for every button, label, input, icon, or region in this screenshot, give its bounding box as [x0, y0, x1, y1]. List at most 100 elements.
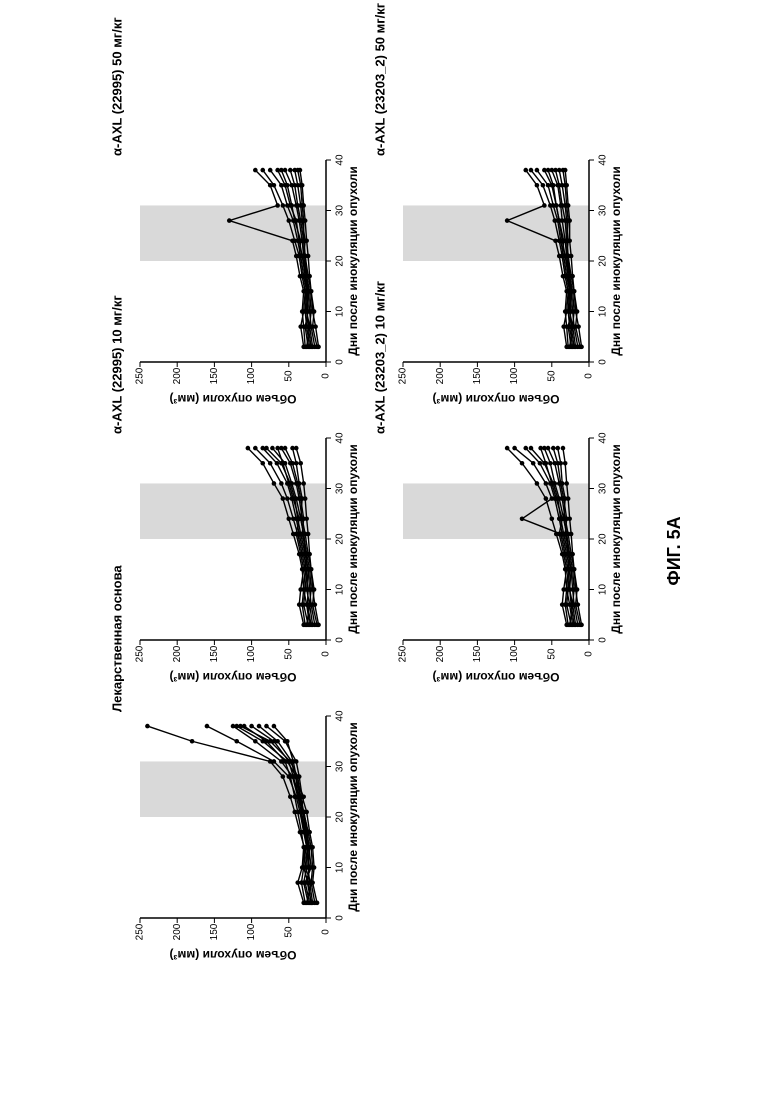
data-point [541, 183, 546, 188]
data-point [567, 623, 572, 628]
data-point [572, 567, 577, 572]
data-point [294, 532, 299, 537]
data-point [294, 446, 299, 451]
data-point [272, 481, 277, 486]
data-point [309, 289, 314, 294]
data-point [304, 623, 309, 628]
data-point [285, 496, 290, 501]
data-point [249, 724, 254, 729]
panel-2: 010203040050100150200250Дни после инокул… [109, 295, 360, 684]
data-point [560, 254, 565, 259]
day-tick-label: 10 [335, 306, 346, 318]
volume-tick-label: 50 [546, 370, 557, 382]
panels-group: 010203040050100150200250Дни после инокул… [109, 2, 623, 962]
day-tick-label: 0 [335, 637, 346, 643]
data-point [234, 739, 239, 744]
data-point [300, 183, 305, 188]
data-point [307, 274, 312, 279]
data-point [306, 532, 311, 537]
volume-tick-label: 100 [246, 923, 257, 940]
data-point [301, 203, 306, 208]
day-tick-label: 30 [598, 205, 609, 217]
data-point [304, 309, 309, 314]
data-point [301, 865, 306, 870]
day-tick-label: 40 [335, 154, 346, 166]
volume-tick-label: 150 [472, 645, 483, 662]
data-point [260, 461, 265, 466]
data-point [564, 183, 569, 188]
data-point [303, 552, 308, 557]
volume-tick-label: 150 [209, 645, 220, 662]
data-point [304, 901, 309, 906]
data-point [313, 324, 318, 329]
day-tick-label: 10 [335, 584, 346, 596]
day-tick-label: 40 [598, 432, 609, 444]
data-point [567, 345, 572, 350]
data-point [246, 446, 251, 451]
data-point [535, 183, 540, 188]
data-point [264, 446, 269, 451]
data-point [205, 724, 210, 729]
data-point [548, 461, 553, 466]
data-point [268, 168, 273, 173]
data-point [546, 446, 551, 451]
day-tick-label: 40 [335, 432, 346, 444]
volume-tick-label: 200 [435, 367, 446, 384]
panel-title: α-AXL (22995) 10 мг/кг [109, 295, 124, 434]
volume-tick-label: 50 [283, 648, 294, 660]
day-tick-label: 20 [598, 255, 609, 267]
data-point [283, 446, 288, 451]
data-point [283, 168, 288, 173]
day-tick-label: 0 [335, 915, 346, 921]
day-tick-label: 30 [598, 483, 609, 495]
day-tick-label: 30 [335, 761, 346, 773]
day-tick-label: 20 [598, 533, 609, 545]
data-point [291, 496, 296, 501]
volume-tick-label: 250 [135, 367, 146, 384]
data-point [304, 345, 309, 350]
volume-tick-label: 0 [321, 373, 332, 379]
panel-title: α-AXL (22995) 50 мг/кг [109, 17, 124, 156]
volume-tick-label: 200 [172, 645, 183, 662]
volume-axis-title: Объем опухоли (мм³) [170, 948, 297, 962]
data-point [531, 461, 536, 466]
data-point [281, 496, 286, 501]
data-point [287, 218, 292, 223]
data-point [292, 218, 297, 223]
panel-title: α-AXL (23203_2) 10 мг/кг [372, 280, 387, 434]
data-point [268, 461, 273, 466]
data-point [291, 759, 296, 764]
data-point [535, 168, 540, 173]
data-point [289, 203, 294, 208]
data-point [573, 587, 578, 592]
data-point [505, 446, 510, 451]
day-tick-label: 0 [335, 359, 346, 365]
data-point [313, 602, 318, 607]
data-point [560, 481, 565, 486]
data-point [285, 739, 290, 744]
data-point [295, 795, 300, 800]
data-point [297, 481, 302, 486]
volume-axis-title: Объем опухоли (мм³) [433, 670, 560, 684]
data-point [298, 461, 303, 466]
data-point [570, 552, 575, 557]
data-point [257, 724, 262, 729]
data-point [544, 481, 549, 486]
data-point [253, 446, 258, 451]
data-point [304, 587, 309, 592]
data-point [294, 774, 299, 779]
data-point [298, 168, 303, 173]
data-point [307, 602, 312, 607]
data-point [523, 446, 528, 451]
panel-3: 010203040050100150200250Дни после инокул… [109, 17, 360, 406]
data-point [264, 724, 269, 729]
data-point [315, 901, 320, 906]
data-point [558, 461, 563, 466]
day-tick-label: 40 [335, 710, 346, 722]
data-point [272, 759, 277, 764]
volume-tick-label: 200 [435, 645, 446, 662]
data-point [310, 880, 315, 885]
data-point [279, 481, 284, 486]
volume-tick-label: 250 [398, 367, 409, 384]
